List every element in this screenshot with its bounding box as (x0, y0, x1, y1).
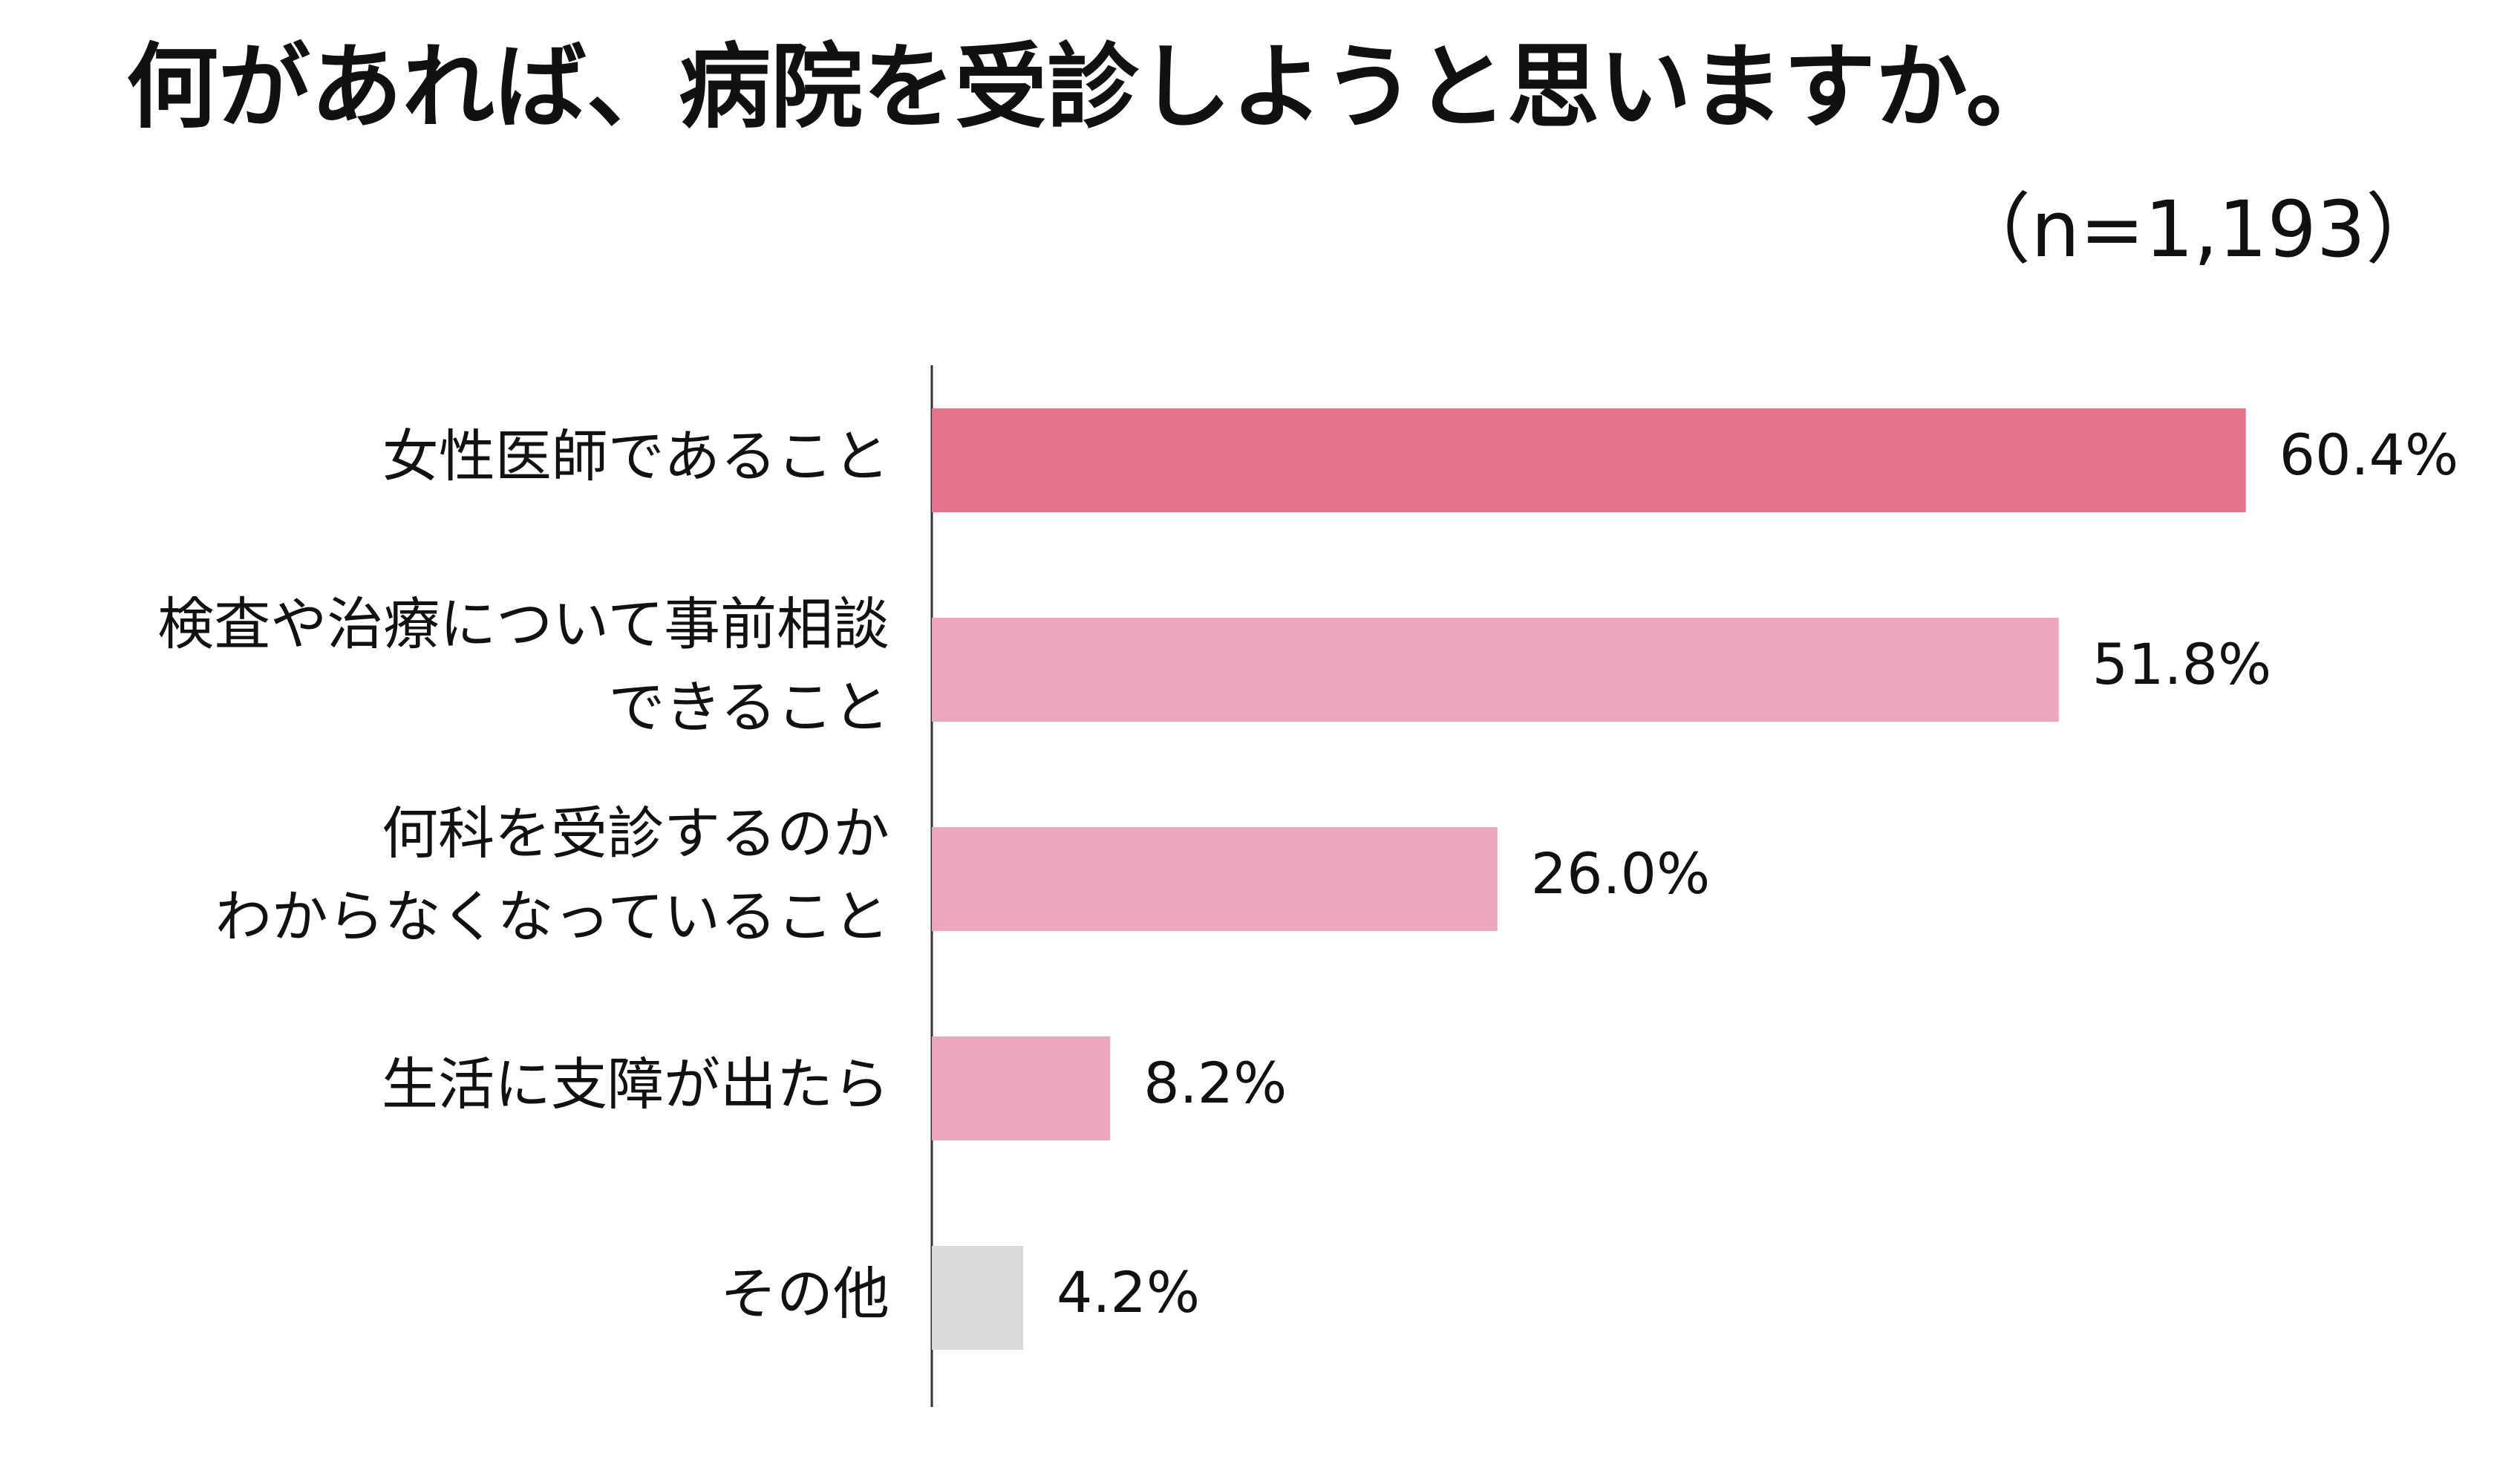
category-label-1-line-0: 検査や治療について事前相談 (157, 591, 889, 657)
category-label-3-line-0: 生活に支障が出たら (382, 1051, 889, 1117)
bar-4 (932, 1246, 1024, 1350)
bar-3 (932, 1036, 1111, 1140)
bar-1 (932, 618, 2059, 722)
value-label-0: 60.4% (2279, 422, 2458, 488)
bar-0 (932, 408, 2246, 512)
value-label-3: 8.2% (1143, 1050, 1287, 1116)
category-label-4-line-0: その他 (720, 1261, 889, 1327)
value-label-1: 51.8% (2092, 631, 2271, 697)
category-label-2-line-1: わからなくなっていること (215, 884, 889, 950)
category-label-2-line-0: 何科を受診するのか (382, 800, 889, 866)
bar-2 (932, 827, 1498, 931)
category-label-1-line-1: できること (609, 674, 889, 740)
value-label-2: 26.0% (1531, 840, 1710, 907)
chart-subtitle: （n=1,193） (1953, 184, 2443, 275)
chart-title: 何があれば、病院を受診しようと思いますか。 (126, 34, 2058, 141)
value-label-4: 4.2% (1057, 1259, 1200, 1325)
category-label-0-line-0: 女性医師であること (382, 423, 889, 489)
